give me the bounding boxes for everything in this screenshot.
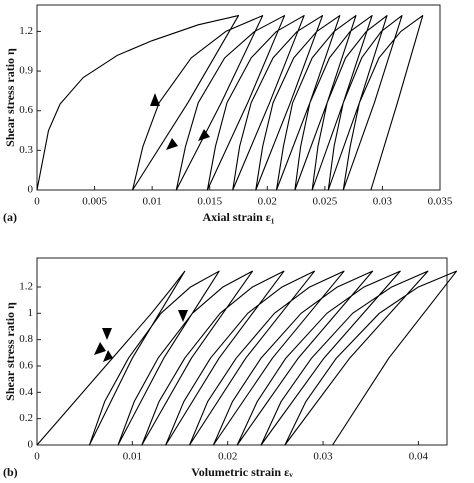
arrow — [103, 350, 113, 362]
x-tick-label: 0.03 — [373, 196, 393, 208]
data-line — [36, 270, 458, 446]
x-tick-label: 0.005 — [82, 196, 107, 208]
x-tick-label: 0.015 — [197, 196, 222, 208]
y-tick-label: 0.6 — [19, 104, 33, 116]
data-line — [36, 15, 424, 191]
x-tick-label: 0.02 — [218, 451, 237, 463]
panel-label: (a) — [3, 210, 17, 224]
panel-label: (b) — [3, 465, 18, 479]
x-axis-label: Axial strain ε₁ — [202, 210, 274, 224]
y-tick-label: 0.9 — [19, 65, 33, 77]
x-tick-label: 0.03 — [313, 451, 333, 463]
y-tick-label: 0.4 — [19, 386, 33, 398]
x-tick-label: 0.035 — [428, 196, 453, 208]
y-tick-label: 0 — [28, 439, 34, 451]
x-tick-label: 0.01 — [143, 196, 162, 208]
panel: 0 0.005 0.01 0.015 0.02 0.025 0.03 0.035 0 0.3 0.6… — [3, 4, 453, 224]
y-tick-label: 1 — [28, 307, 34, 319]
y-axis-label: Shear stress ratio η — [3, 48, 17, 147]
x-tick-label: 0.02 — [258, 196, 277, 208]
arrow — [150, 93, 160, 106]
x-tick-label: 0.04 — [409, 451, 429, 463]
y-tick-label: 1.2 — [19, 281, 33, 293]
x-tick-label: 0 — [34, 196, 40, 208]
y-tick-label: 0.3 — [19, 144, 33, 156]
plot-frame — [36, 257, 448, 446]
x-tick-label: 0.01 — [123, 451, 142, 463]
y-tick-label: 0.2 — [19, 412, 33, 424]
x-axis-label: Volumetric strain εᵥ — [191, 465, 293, 479]
panel: 0 0.01 0.02 0.03 0.04 0 0.2 0.4 0.6 0.8 1 1.2 Volume… — [3, 257, 458, 479]
plot-frame — [36, 4, 441, 191]
y-tick-label: 0.8 — [19, 333, 33, 345]
arrow — [102, 328, 112, 340]
y-tick-label: 1.2 — [19, 25, 33, 37]
arrow — [198, 129, 210, 141]
y-axis-label: Shear stress ratio η — [3, 302, 17, 401]
arrow — [178, 310, 188, 322]
x-tick-label: 0.025 — [312, 196, 337, 208]
arrow — [94, 342, 106, 355]
arrow — [166, 138, 178, 150]
y-tick-label: 0.6 — [19, 360, 33, 372]
y-tick-label: 0 — [28, 184, 34, 196]
x-tick-label: 0 — [34, 451, 40, 463]
